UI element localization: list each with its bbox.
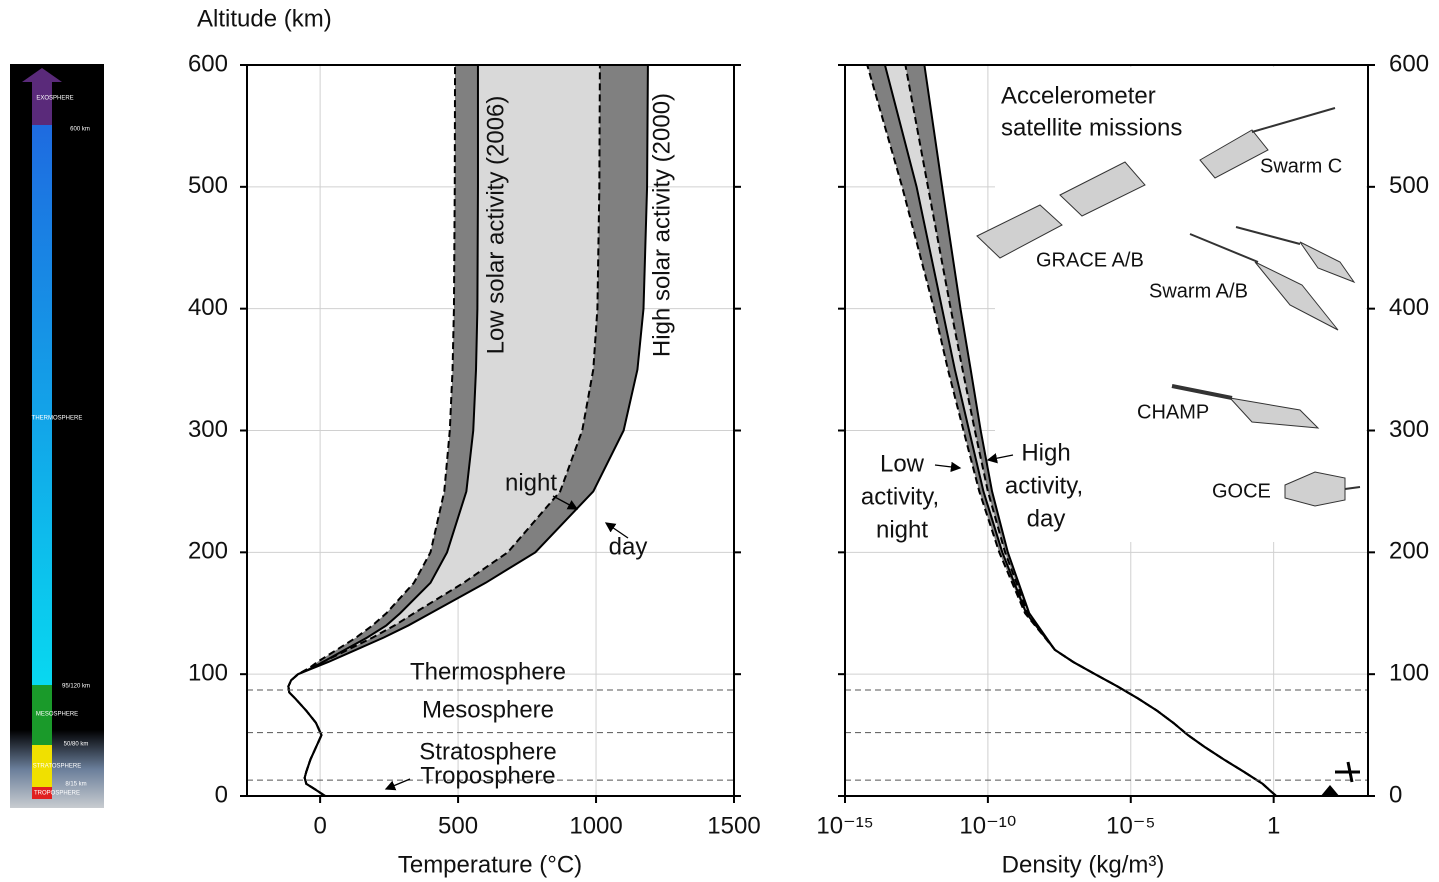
layer-label: Thermosphere	[410, 658, 566, 685]
bar-label: 600 km	[70, 127, 90, 133]
band-fill	[288, 65, 478, 796]
curve-label: Low	[880, 450, 925, 477]
band-label: High solar activity (2000)	[648, 93, 675, 357]
x-tick-label: 1500	[707, 812, 760, 839]
exosphere-arrow	[22, 68, 62, 130]
curve-label: activity,	[861, 483, 939, 510]
mesosphere-band	[32, 685, 52, 745]
series-line	[287, 64, 649, 797]
mountain-icon	[1320, 785, 1340, 797]
mission-label: GRACE A/B	[1036, 249, 1144, 271]
band-fill	[905, 65, 1277, 796]
curve-label: activity,	[1005, 472, 1083, 499]
y-tick-label: 400	[1389, 294, 1429, 321]
swarm-sat	[1199, 129, 1269, 179]
y-tick-label: 100	[1389, 660, 1429, 687]
curve-label: night	[876, 516, 928, 543]
bar-bg	[10, 64, 104, 808]
bar-label: EXOSPHERE	[36, 96, 73, 102]
x-tick-label: 500	[438, 812, 478, 839]
layer-label: Mesosphere	[422, 696, 554, 723]
x-axis-title: Density (kg/m³)	[1002, 851, 1165, 878]
swarm-sat	[1254, 261, 1339, 331]
bar-label: TROPOSPHERE	[34, 791, 80, 797]
goce-sat	[1284, 471, 1346, 507]
annotations: Altitude (km) Temperature (°C) Density (…	[197, 5, 1361, 878]
plot-frame	[844, 64, 1369, 797]
y-tick-label: 500	[1389, 172, 1429, 199]
y-tick-label: 0	[1389, 781, 1402, 808]
y-tick-label: 200	[1389, 538, 1429, 565]
band-fill	[288, 65, 600, 796]
x-tick-label: 1000	[569, 812, 622, 839]
mission-label: GOCE	[1212, 480, 1271, 502]
x-tick-label: 10⁻¹⁵	[816, 812, 873, 839]
grace-sat	[976, 204, 1063, 259]
x-tick-label: 0	[313, 812, 326, 839]
curve-label: High	[1021, 439, 1070, 466]
y-axis-title: Altitude (km)	[197, 5, 332, 32]
y-tick-label: 600	[188, 50, 228, 77]
thermosphere-band	[32, 125, 52, 685]
bar-clouds	[10, 730, 104, 808]
y-tick-label: 600	[1389, 50, 1429, 77]
panel-heading: satellite missions	[1001, 114, 1182, 141]
y-tick-label: 400	[188, 294, 228, 321]
grace-sat	[1059, 161, 1146, 217]
swarm-sat	[1299, 241, 1356, 284]
x-tick-label: 10⁻¹⁰	[959, 812, 1016, 839]
layer-label: Stratosphere	[419, 738, 556, 765]
bar-label: STRATOSPHERE	[33, 764, 81, 770]
y-tick-label: 500	[188, 172, 228, 199]
boom	[1251, 107, 1336, 133]
mission-label: CHAMP	[1137, 401, 1209, 423]
plane-icon	[1335, 761, 1360, 783]
bar-label: THERMOSPHERE	[32, 416, 83, 422]
mission-label: Swarm C	[1260, 155, 1342, 177]
arrow	[604, 522, 629, 539]
plot-frame	[246, 64, 735, 797]
arrow	[934, 461, 962, 473]
series-line	[287, 64, 601, 797]
arrow	[552, 495, 579, 510]
x-tick-label: 1	[1267, 812, 1280, 839]
satellites	[976, 107, 1361, 797]
night-label: night	[505, 469, 557, 496]
layer-label: Troposphere	[420, 762, 555, 789]
panel-heading: Accelerometer	[1001, 82, 1156, 109]
y-tick-label: 100	[188, 660, 228, 687]
troposphere-band	[32, 787, 52, 799]
boom	[1171, 384, 1233, 400]
y-tick-label: 200	[188, 538, 228, 565]
y-tick-label: 300	[188, 416, 228, 443]
boom	[1235, 226, 1301, 245]
band-fill	[288, 65, 648, 796]
curve-label: day	[1027, 505, 1066, 532]
bar-label: MESOSPHERE	[36, 712, 78, 718]
band-label: Low solar activity (2006)	[482, 96, 509, 355]
boom	[1189, 233, 1259, 263]
y-tick-label: 300	[1389, 416, 1429, 443]
champ-sat	[1228, 397, 1320, 429]
series-line	[923, 64, 1277, 797]
bar-label: 8/15 km	[65, 782, 86, 788]
mission-label: Swarm A/B	[1149, 280, 1248, 302]
boom	[1344, 486, 1361, 490]
bar-label: 50/80 km	[64, 742, 89, 748]
atmosphere-bar: EXOSPHERE 600 km THERMOSPHERE 95/120 km …	[10, 64, 104, 808]
x-tick-label: 10⁻⁵	[1106, 812, 1155, 839]
arrow	[384, 778, 411, 791]
bar-label: 95/120 km	[62, 684, 90, 690]
y-tick-label: 0	[215, 781, 228, 808]
x-axis-title: Temperature (°C)	[398, 851, 582, 878]
stratosphere-band	[32, 745, 52, 787]
arrow	[986, 453, 1014, 464]
